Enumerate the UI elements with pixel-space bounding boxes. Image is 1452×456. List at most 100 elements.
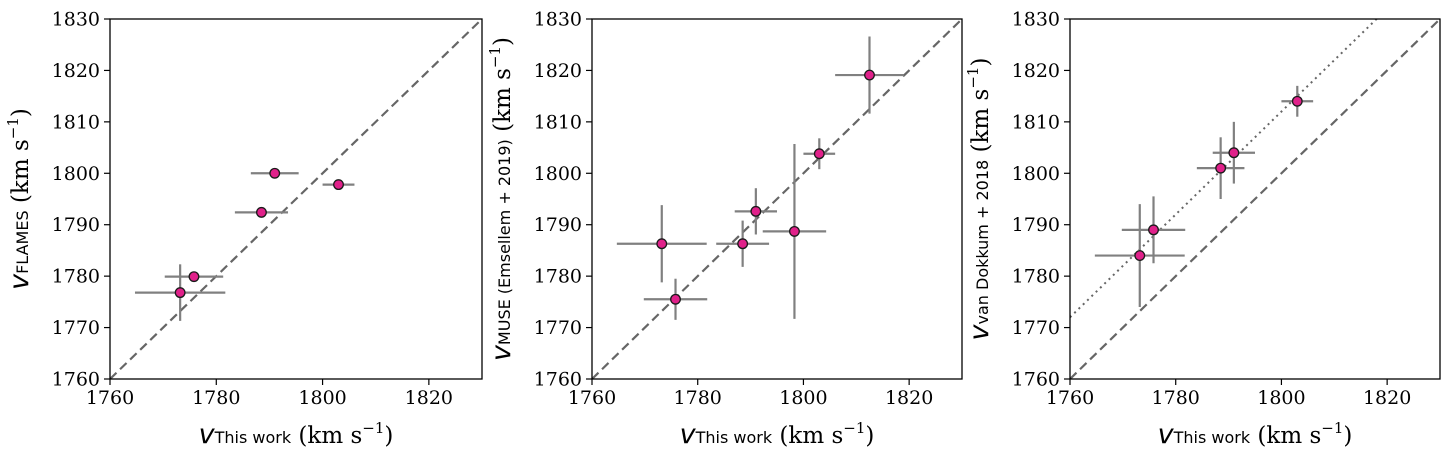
plot-frame (1069, 18, 1441, 380)
axis-label-subscript: MUSE (Emsellem + 2019) (495, 139, 514, 345)
axis-label-close: ) (8, 108, 34, 117)
one-to-one-line (1070, 19, 1440, 379)
data-point (269, 167, 281, 179)
data-point (256, 206, 267, 218)
y-axis-label: vvan Dokkum + 2018 (km s−1) (964, 58, 995, 341)
axis-label-close: ) (490, 37, 516, 46)
y-tick-label: 1830 (1012, 9, 1060, 31)
x-tick-label: 1820 (885, 387, 933, 409)
data-point (656, 238, 668, 250)
y-tick-label: 1800 (1012, 163, 1060, 185)
x-axis-label: vThis work (km s−1) (680, 419, 875, 450)
data-point (1215, 162, 1227, 174)
y-tick-label: 1770 (1012, 317, 1060, 339)
x-tick-label: 1760 (568, 387, 616, 409)
axis-label-unit: (km s (490, 68, 516, 139)
y-tick-label: 1800 (534, 163, 582, 185)
axis-label-unit: (km s (772, 423, 843, 449)
axis-label-symbol: v (964, 323, 995, 340)
offset-reference-line (1070, 19, 1379, 319)
plot-frame (109, 18, 483, 380)
plot-frame (591, 18, 963, 380)
axis-label-subscript: This work (214, 428, 292, 447)
panel-muse: 1760 1780 1800 1820 1760 1770 1780 1790 1800 1810… (486, 9, 963, 450)
y-tick-label: 1790 (1012, 214, 1060, 236)
axis-label-unit: (km s (8, 139, 34, 210)
x-axis-label: vThis work (km s−1) (1158, 419, 1353, 450)
data-point (737, 238, 749, 250)
axis-label-subscript: FLAMES (13, 210, 32, 274)
panel-van-dokkum: 1760 1780 1800 1820 1760 1770 1780 1790 1800 1810… (964, 9, 1441, 450)
y-tick-label: 1830 (534, 9, 582, 31)
one-to-one-line (592, 19, 962, 379)
x-tick-label: 1780 (1152, 387, 1200, 409)
y-tick-label: 1820 (534, 60, 582, 82)
data-point (333, 179, 344, 191)
axis-label-unit: (km s (1250, 423, 1321, 449)
x-tick-label: 1780 (674, 387, 722, 409)
x-tick-label: 1760 (86, 387, 134, 409)
y-tick-label: 1820 (1012, 60, 1060, 82)
axis-label-subscript: van Dokkum + 2018 (973, 160, 992, 325)
y-tick-label: 1830 (52, 9, 100, 31)
axis-label-symbol: v (4, 273, 35, 290)
x-tick-label: 1760 (1046, 387, 1094, 409)
data-point (1291, 95, 1303, 107)
data-point (864, 69, 875, 81)
y-tick-label: 1760 (52, 369, 100, 391)
axis-label-exponent: −1 (362, 419, 384, 437)
data-point (670, 293, 681, 305)
axis-label-symbol: v (680, 419, 697, 450)
y-tick-label: 1790 (52, 214, 100, 236)
x-tick-label: 1820 (405, 387, 453, 409)
axis-label-close: ) (384, 423, 393, 449)
y-axis-label: vMUSE (Emsellem + 2019) (km s−1) (486, 37, 517, 361)
data-point (813, 148, 825, 160)
y-tick-label: 1770 (534, 317, 582, 339)
axis-label-unit: (km s (291, 423, 362, 449)
panel-flames: 1760 1780 1800 1820 1760 1770 1780 1790 1800 1810… (4, 9, 483, 450)
axis-label-exponent: −1 (1321, 419, 1343, 437)
x-tick-label: 1820 (1363, 387, 1411, 409)
x-tick-label: 1800 (779, 387, 827, 409)
data-point (1228, 147, 1240, 159)
data-point (188, 271, 200, 283)
y-tick-label: 1810 (52, 111, 100, 133)
y-tick-label: 1810 (534, 111, 582, 133)
axis-label-exponent: −1 (4, 117, 22, 139)
axis-label-exponent: −1 (843, 419, 865, 437)
x-tick-label: 1800 (1257, 387, 1305, 409)
axis-label-close: ) (1343, 423, 1352, 449)
data-point (788, 225, 800, 237)
axis-label-unit: (km s (968, 89, 994, 160)
y-tick-label: 1810 (1012, 111, 1060, 133)
y-tick-label: 1760 (1012, 369, 1060, 391)
y-tick-label: 1780 (52, 266, 100, 288)
y-tick-label: 1780 (534, 266, 582, 288)
y-tick-label: 1760 (534, 369, 582, 391)
data-point (750, 205, 762, 217)
axis-label-exponent: −1 (486, 46, 504, 68)
data-point (1134, 250, 1146, 262)
axis-label-close: ) (865, 423, 874, 449)
axis-label-exponent: −1 (964, 67, 982, 89)
y-tick-label: 1770 (52, 317, 100, 339)
axis-label-symbol: v (199, 419, 216, 450)
axis-label-close: ) (968, 58, 994, 67)
y-axis-label: vFLAMES (km s−1) (4, 108, 35, 290)
axis-label-subscript: This work (1173, 428, 1251, 447)
y-tick-label: 1790 (534, 214, 582, 236)
data-point (174, 287, 186, 299)
x-axis-label: vThis work (km s−1) (199, 419, 394, 450)
axis-label-symbol: v (1158, 419, 1175, 450)
x-tick-label: 1800 (298, 387, 346, 409)
data-point (1148, 224, 1159, 236)
one-to-one-line (110, 19, 482, 379)
y-tick-label: 1780 (1012, 266, 1060, 288)
y-tick-label: 1800 (52, 163, 100, 185)
axis-label-subscript: This work (695, 428, 773, 447)
x-tick-label: 1780 (192, 387, 240, 409)
axis-label-symbol: v (486, 344, 517, 361)
y-tick-label: 1820 (52, 60, 100, 82)
